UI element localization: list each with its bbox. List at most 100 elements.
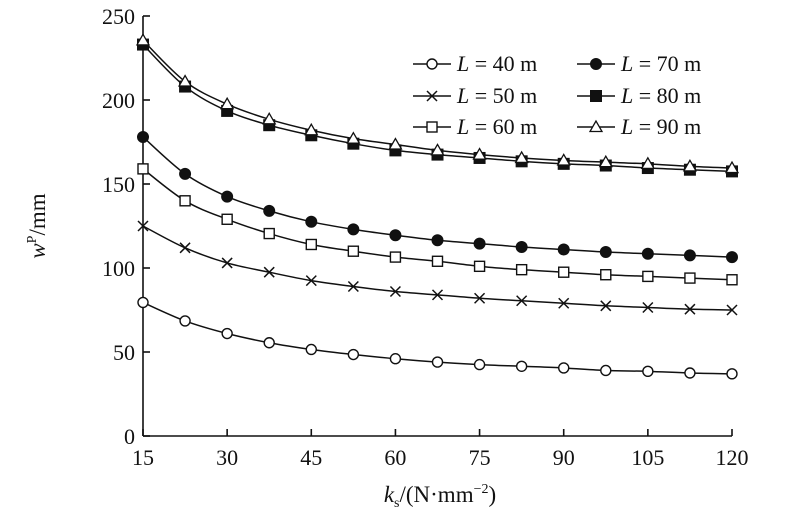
data-point-circle-filled	[179, 167, 192, 180]
y-tick-label: 0	[124, 424, 135, 449]
data-point-circle-open	[642, 365, 654, 378]
x-tick-label: 105	[631, 445, 664, 470]
legend-label-var: L	[456, 114, 469, 139]
data-point-triangle-open	[724, 160, 740, 174]
data-point-square-open	[137, 163, 149, 175]
y-axis-title-unit: /mm	[25, 193, 50, 235]
data-point-square-open	[426, 121, 438, 133]
x-tick-label: 60	[384, 445, 406, 470]
legend-item: L = 70 m	[577, 51, 701, 76]
x-tick-label: 75	[469, 445, 491, 470]
data-point-cross	[431, 289, 444, 301]
y-tick-label: 250	[102, 4, 135, 29]
data-point-circle-open	[600, 364, 612, 377]
data-point-circle-filled	[221, 190, 234, 203]
legend-label-var: L	[456, 51, 469, 76]
data-point-circle-filled	[599, 246, 612, 259]
data-point-triangle-open	[262, 112, 277, 125]
data-point-circle-open	[684, 367, 696, 379]
data-point-triangle-open	[388, 137, 403, 150]
data-point-cross	[600, 300, 612, 312]
legend-label-value: = 70 m	[633, 51, 701, 76]
data-point-cross	[726, 304, 738, 316]
data-point-square-open	[221, 213, 233, 225]
x-tick-label: 15	[132, 445, 154, 470]
data-point-circle-open	[263, 337, 275, 349]
legend-label-value: = 50 m	[469, 83, 537, 108]
data-point-circle-filled	[726, 251, 738, 264]
data-point-circle-open	[726, 368, 738, 380]
data-point-circle-open	[221, 327, 233, 340]
legend-item: L = 80 m	[577, 83, 701, 108]
data-point-square-open	[305, 238, 317, 251]
data-point-triangle-open	[682, 159, 698, 172]
data-point-triangle-open	[220, 96, 235, 110]
data-point-circle-filled	[590, 58, 602, 70]
x-tick-label: 120	[716, 445, 749, 470]
data-point-circle-filled	[347, 223, 360, 236]
data-point-circle-filled	[137, 130, 149, 143]
data-point-circle-filled	[683, 249, 696, 262]
data-point-circle-open	[137, 296, 149, 309]
data-point-cross	[684, 303, 696, 315]
data-point-square-open	[263, 227, 275, 240]
legend-label-value: = 90 m	[633, 114, 701, 139]
data-point-circle-filled	[431, 234, 444, 247]
x-axis-title-unit-open: /(N·mm	[399, 482, 473, 507]
data-point-triangle-open	[135, 33, 151, 46]
legend-label: L = 80 m	[620, 83, 701, 108]
y-tick-label: 150	[102, 172, 135, 197]
data-point-square-open	[473, 260, 486, 273]
data-point-circle-open	[347, 348, 360, 361]
data-point-triangle-open	[598, 154, 613, 168]
legend-item: L = 50 m	[413, 83, 537, 108]
data-point-triangle-open	[177, 74, 193, 87]
data-point-circle-open	[179, 315, 191, 327]
data-point-cross	[516, 295, 528, 307]
ticks: 15 30 45 60 75 90 105 120 0 50 100 150 200 250	[102, 4, 749, 470]
legend-label-var: L	[620, 114, 633, 139]
data-point-circle-open	[389, 353, 402, 365]
series-3	[137, 130, 738, 264]
legend-label-value: = 80 m	[633, 83, 701, 108]
data-point-square-open	[347, 245, 360, 257]
data-point-cross	[474, 292, 486, 304]
legend: L = 40 mL = 50 mL = 60 mL = 70 mL = 80 m…	[413, 51, 701, 139]
data-point-cross	[179, 242, 191, 254]
legend-label-var: L	[456, 83, 469, 108]
data-point-cross	[305, 275, 317, 287]
data-point-square-filled	[590, 90, 602, 102]
data-point-triangle-open	[346, 131, 361, 144]
series-0	[137, 296, 738, 380]
legend-label: L = 70 m	[620, 51, 701, 76]
data-point-square-open	[684, 272, 696, 284]
data-point-cross	[558, 297, 570, 309]
x-tick-label: 30	[216, 445, 238, 470]
data-point-triangle-open	[304, 122, 319, 136]
legend-label-value: = 60 m	[469, 114, 537, 139]
legend-label: L = 40 m	[456, 51, 537, 76]
data-point-cross	[426, 90, 438, 102]
data-point-square-open	[515, 263, 528, 276]
x-axis-title-main: k	[384, 482, 395, 507]
data-point-cross	[137, 220, 149, 232]
data-point-circle-filled	[263, 204, 276, 217]
data-point-triangle-open	[430, 143, 445, 156]
data-point-circle-filled	[641, 247, 654, 260]
x-axis-title-sup: −2	[474, 482, 489, 497]
legend-item: L = 60 m	[413, 114, 537, 139]
data-point-circle-filled	[515, 241, 528, 253]
data-point-cross	[389, 285, 401, 298]
data-point-square-open	[389, 251, 402, 263]
data-point-square-open	[179, 195, 191, 207]
data-point-square-open	[642, 270, 654, 283]
y-tick-label: 200	[102, 88, 135, 113]
series-5	[135, 33, 740, 174]
x-axis-title-unit-close: )	[489, 482, 497, 507]
legend-label: L = 60 m	[456, 114, 537, 139]
data-point-cross	[221, 257, 233, 269]
data-point-triangle-open	[556, 153, 571, 166]
legend-item: L = 90 m	[577, 114, 701, 139]
x-tick-label: 90	[553, 445, 575, 470]
